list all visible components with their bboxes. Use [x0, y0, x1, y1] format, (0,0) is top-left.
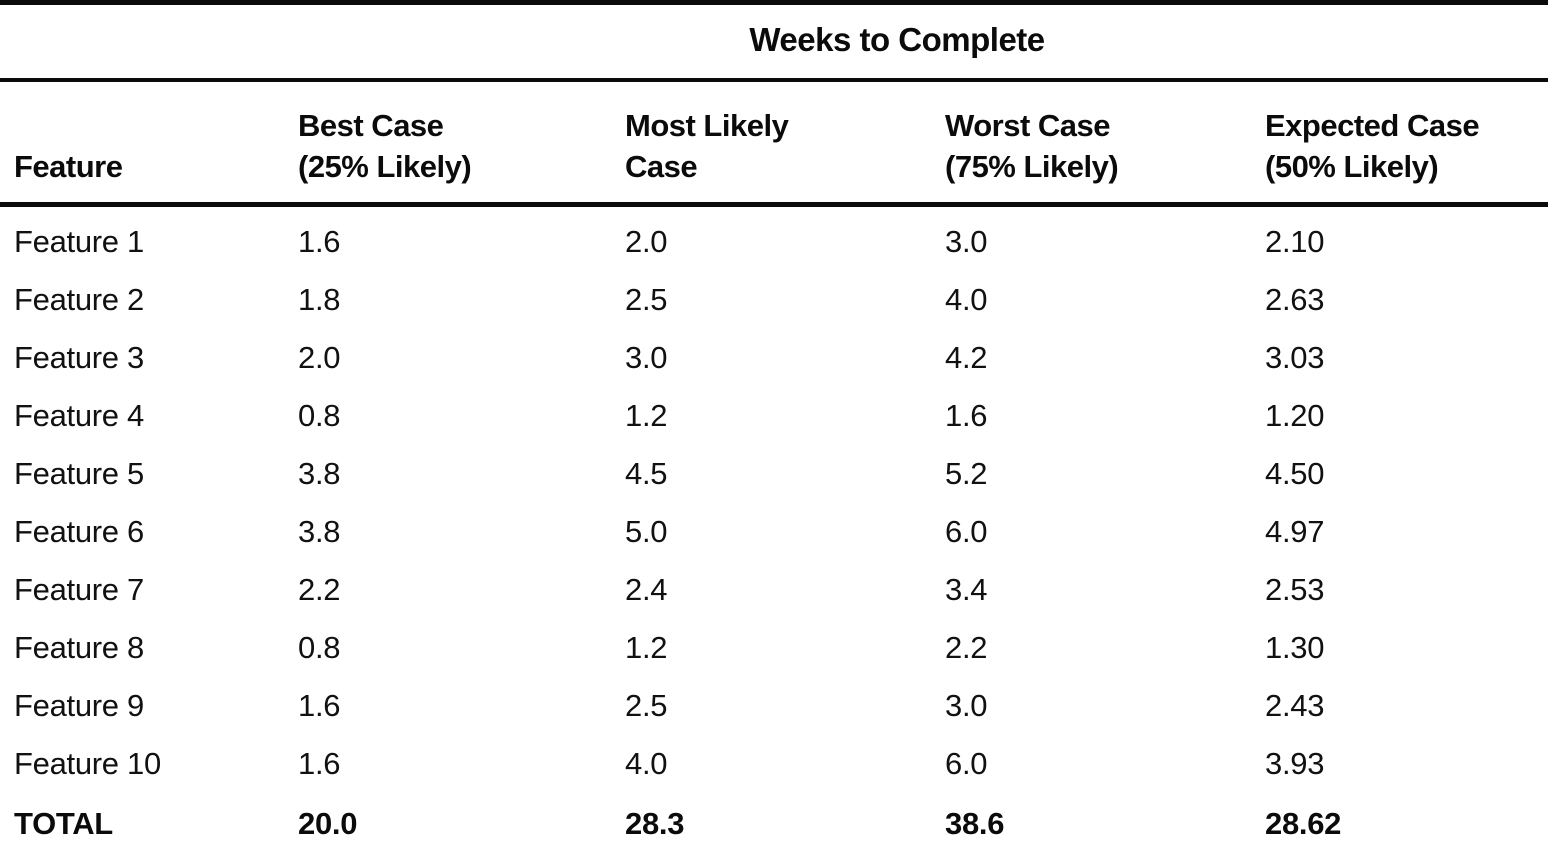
worst-case-cell: 3.4: [945, 572, 988, 607]
expected-case-cell: 1.20: [1265, 398, 1325, 433]
most-likely-cell: 2.0: [625, 224, 668, 259]
most-likely-cell: 3.0: [625, 340, 668, 375]
table-row: Feature 10 1.6 4.0 6.0 3.93: [0, 735, 1548, 793]
expected-case-cell: 1.30: [1265, 630, 1325, 665]
worst-case-cell: 6.0: [945, 514, 988, 549]
total-row: TOTAL 20.0 28.3 38.6 28.62: [0, 793, 1548, 844]
table-row: Feature 8 0.8 1.2 2.2 1.30: [0, 619, 1548, 677]
best-case-cell: 2.0: [298, 340, 341, 375]
most-likely-cell: 5.0: [625, 514, 668, 549]
feature-cell: Feature 1: [14, 224, 144, 259]
feature-cell: Feature 2: [14, 282, 144, 317]
feature-cell: Feature 5: [14, 456, 144, 491]
feature-cell: Feature 10: [14, 746, 161, 781]
title-row: Weeks to Complete: [0, 2, 1548, 82]
best-case-cell: 0.8: [298, 630, 341, 665]
expected-case-cell: 3.03: [1265, 340, 1325, 375]
most-likely-cell: 1.2: [625, 630, 668, 665]
table-row: Feature 9 1.6 2.5 3.0 2.43: [0, 677, 1548, 735]
most-likely-cell: 28.3: [625, 806, 685, 841]
best-case-cell: 1.6: [298, 746, 341, 781]
worst-case-cell: 3.0: [945, 688, 988, 723]
worst-case-cell: 4.0: [945, 282, 988, 317]
table-row: Feature 4 0.8 1.2 1.6 1.20: [0, 387, 1548, 445]
best-case-cell: 3.8: [298, 514, 341, 549]
most-likely-cell: 4.5: [625, 456, 668, 491]
worst-case-cell: 5.2: [945, 456, 988, 491]
feature-cell: Feature 9: [14, 688, 144, 723]
column-header-feature: Feature: [0, 80, 298, 207]
expected-case-cell: 28.62: [1265, 806, 1342, 841]
best-case-cell: 1.6: [298, 688, 341, 723]
table-title: Weeks to Complete: [298, 2, 1548, 82]
worst-case-cell: 3.0: [945, 224, 988, 259]
expected-case-cell: 2.63: [1265, 282, 1325, 317]
worst-case-cell: 6.0: [945, 746, 988, 781]
most-likely-cell: 2.5: [625, 688, 668, 723]
most-likely-cell: 2.4: [625, 572, 668, 607]
expected-case-cell: 2.10: [1265, 224, 1325, 259]
column-header-best-case: Best Case (25% Likely): [298, 80, 625, 207]
table-row: Feature 6 3.8 5.0 6.0 4.97: [0, 503, 1548, 561]
column-header-row: Feature Best Case (25% Likely) Most Like…: [0, 80, 1548, 207]
best-case-cell: 1.8: [298, 282, 341, 317]
worst-case-cell: 4.2: [945, 340, 988, 375]
table-row: Feature 7 2.2 2.4 3.4 2.53: [0, 561, 1548, 619]
feature-cell: Feature 4: [14, 398, 144, 433]
column-header-most-likely: Most Likely Case: [625, 80, 945, 207]
best-case-cell: 20.0: [298, 806, 358, 841]
best-case-cell: 1.6: [298, 224, 341, 259]
feature-cell: Feature 8: [14, 630, 144, 665]
feature-cell: Feature 3: [14, 340, 144, 375]
most-likely-cell: 1.2: [625, 398, 668, 433]
table-row: Feature 2 1.8 2.5 4.0 2.63: [0, 271, 1548, 329]
column-header-expected-case: Expected Case (50% Likely): [1265, 80, 1548, 207]
table-row: Feature 3 2.0 3.0 4.2 3.03: [0, 329, 1548, 387]
expected-case-cell: 2.43: [1265, 688, 1325, 723]
feature-cell: Feature 7: [14, 572, 144, 607]
expected-case-cell: 4.97: [1265, 514, 1325, 549]
expected-case-cell: 4.50: [1265, 456, 1325, 491]
feature-cell: TOTAL: [14, 806, 113, 841]
expected-case-cell: 2.53: [1265, 572, 1325, 607]
table-body: Feature 1 1.6 2.0 3.0 2.10 Feature 2 1.8…: [0, 205, 1548, 844]
worst-case-cell: 2.2: [945, 630, 988, 665]
table-row: Feature 5 3.8 4.5 5.2 4.50: [0, 445, 1548, 503]
most-likely-cell: 4.0: [625, 746, 668, 781]
best-case-cell: 3.8: [298, 456, 341, 491]
expected-case-cell: 3.93: [1265, 746, 1325, 781]
most-likely-cell: 2.5: [625, 282, 668, 317]
feature-cell: Feature 6: [14, 514, 144, 549]
table-row: Feature 1 1.6 2.0 3.0 2.10: [0, 205, 1548, 272]
best-case-cell: 0.8: [298, 398, 341, 433]
title-row-empty-cell: [0, 2, 298, 82]
worst-case-cell: 1.6: [945, 398, 988, 433]
worst-case-cell: 38.6: [945, 806, 1005, 841]
column-header-worst-case: Worst Case (75% Likely): [945, 80, 1265, 207]
best-case-cell: 2.2: [298, 572, 341, 607]
